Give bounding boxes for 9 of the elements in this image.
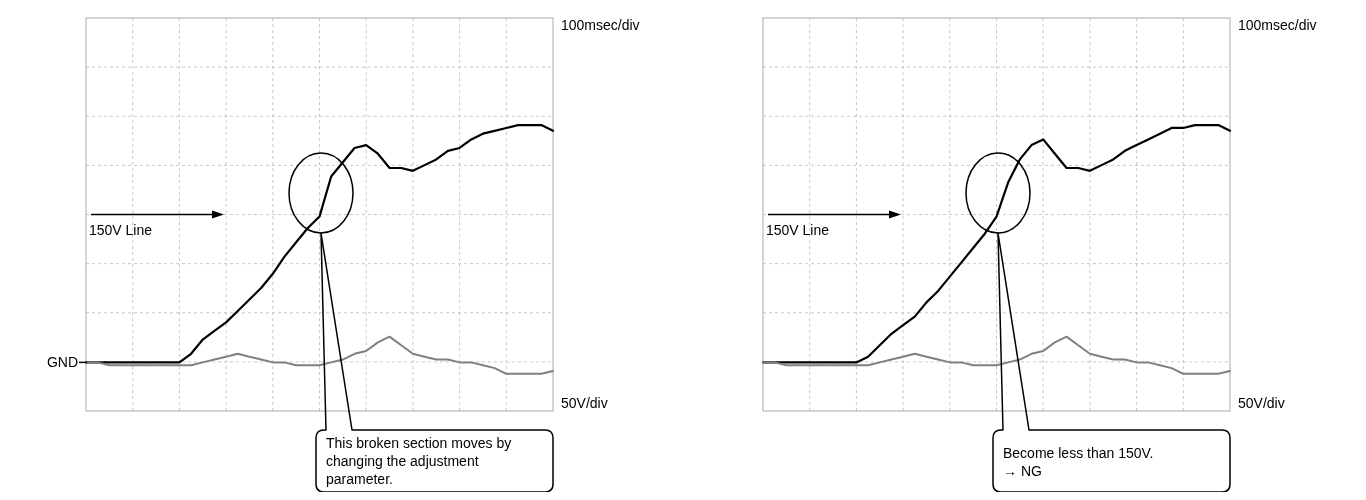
text: Become less than 150V. → NG — [1003, 445, 1154, 479]
text: 100msec/div — [561, 17, 640, 33]
text: 100msec/div — [1238, 17, 1317, 33]
annotation: 150V Line — [766, 221, 830, 238]
text: 50V/div — [1238, 395, 1285, 411]
text: This broken section moves by changing the adjustment parameter. — [326, 435, 512, 487]
text: GND — [46, 354, 78, 371]
annotation: 150V Line — [89, 221, 153, 238]
text: 50V/div — [561, 395, 608, 411]
